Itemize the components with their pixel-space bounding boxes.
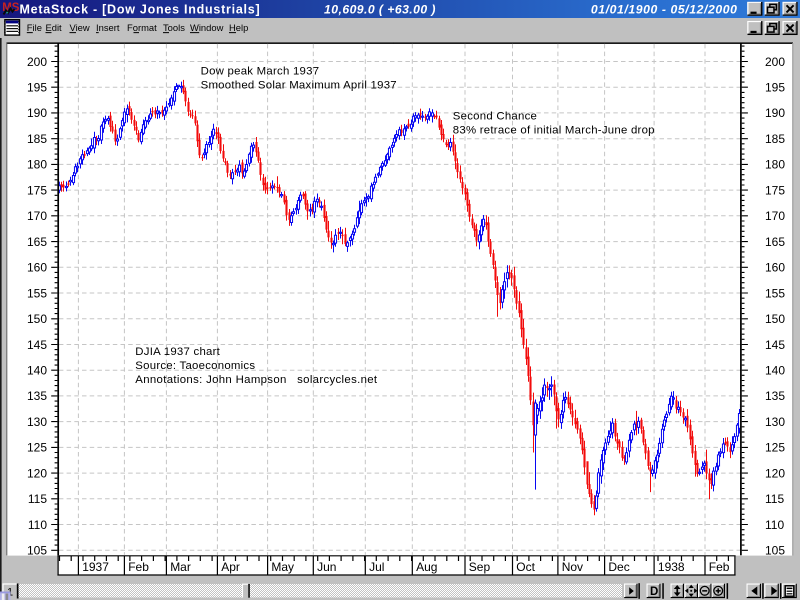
svg-text:155: 155	[27, 286, 47, 300]
svg-text:Feb: Feb	[709, 560, 730, 574]
svg-text:115: 115	[765, 492, 784, 506]
svg-text:185: 185	[765, 132, 785, 146]
svg-text:170: 170	[765, 209, 785, 223]
svg-text:140: 140	[27, 364, 47, 378]
svg-text:110: 110	[28, 518, 47, 532]
svg-text:120: 120	[765, 466, 785, 480]
svg-text:83% retrace of initial March-J: 83% retrace of initial March-June drop	[453, 124, 655, 136]
svg-text:175: 175	[765, 183, 785, 197]
svg-text:185: 185	[27, 132, 47, 146]
svg-text:Second Chance: Second Chance	[453, 110, 537, 122]
svg-text:1938: 1938	[658, 560, 685, 574]
svg-text:Format: Format	[127, 22, 157, 33]
svg-text:1937: 1937	[82, 560, 109, 574]
svg-text:145: 145	[27, 338, 47, 352]
svg-text:135: 135	[27, 389, 47, 403]
svg-text:190: 190	[765, 106, 785, 120]
svg-text:130: 130	[765, 415, 785, 429]
svg-text:105: 105	[765, 544, 785, 558]
svg-text:Sep: Sep	[469, 560, 491, 574]
svg-text:Mar: Mar	[170, 560, 191, 574]
svg-text:Source: Taoeconomics: Source: Taoeconomics	[135, 360, 255, 372]
svg-text:Jul: Jul	[369, 560, 384, 574]
svg-text:180: 180	[765, 158, 785, 172]
svg-text:165: 165	[27, 235, 47, 249]
svg-text:D: D	[650, 586, 658, 598]
svg-text:10,609.0 ( +63.00 ): 10,609.0 ( +63.00 )	[324, 3, 436, 17]
svg-text:160: 160	[765, 261, 785, 275]
svg-text:155: 155	[765, 286, 785, 300]
svg-text:190: 190	[27, 106, 47, 120]
svg-text:View: View	[70, 22, 90, 33]
svg-text:Annotations: John Hampson so: Annotations: John Hampson solarcycles.ne…	[135, 374, 378, 386]
svg-text:195: 195	[765, 81, 785, 95]
svg-text:125: 125	[27, 441, 47, 455]
svg-text:Aug: Aug	[416, 560, 437, 574]
svg-text:Dow peak March 1937: Dow peak March 1937	[201, 65, 320, 77]
svg-text:Feb: Feb	[128, 560, 149, 574]
svg-text:Apr: Apr	[221, 560, 240, 574]
svg-text:Window: Window	[190, 22, 224, 33]
svg-text:200: 200	[765, 55, 785, 69]
svg-text:120: 120	[27, 466, 47, 480]
svg-text:170: 170	[27, 209, 47, 223]
svg-text:160: 160	[27, 261, 47, 275]
svg-text:Nov: Nov	[562, 560, 583, 574]
svg-text:175: 175	[27, 183, 47, 197]
svg-text:165: 165	[765, 235, 785, 249]
svg-text:Tools: Tools	[163, 22, 185, 33]
svg-text:Dec: Dec	[608, 560, 629, 574]
svg-text:File: File	[27, 22, 42, 33]
svg-text:Edit: Edit	[46, 22, 63, 33]
svg-text:May: May	[271, 560, 294, 574]
svg-text:180: 180	[27, 158, 47, 172]
svg-text:150: 150	[27, 312, 47, 326]
svg-text:Smoothed Solar Maximum April 1: Smoothed Solar Maximum April 1937	[201, 79, 397, 91]
svg-text:195: 195	[27, 81, 47, 95]
svg-text:145: 145	[765, 338, 785, 352]
svg-text:125: 125	[765, 441, 785, 455]
svg-text:200: 200	[27, 55, 47, 69]
svg-text:DJIA 1937 chart: DJIA 1937 chart	[135, 346, 220, 358]
svg-text:150: 150	[765, 312, 785, 326]
svg-text:Jun: Jun	[317, 560, 336, 574]
svg-text:140: 140	[765, 364, 785, 378]
svg-text:01/01/1900 - 05/12/2000: 01/01/1900 - 05/12/2000	[591, 3, 738, 17]
svg-text:Help: Help	[229, 22, 248, 33]
svg-text:MetaStock - [Dow Jones Industr: MetaStock - [Dow Jones Industrials]	[20, 3, 261, 17]
svg-text:130: 130	[27, 415, 47, 429]
svg-text:110: 110	[765, 518, 784, 532]
svg-text:135: 135	[765, 389, 785, 403]
svg-text:105: 105	[27, 544, 47, 558]
svg-text:Oct: Oct	[516, 560, 535, 574]
svg-text:Insert: Insert	[96, 22, 120, 33]
svg-text:115: 115	[28, 492, 47, 506]
